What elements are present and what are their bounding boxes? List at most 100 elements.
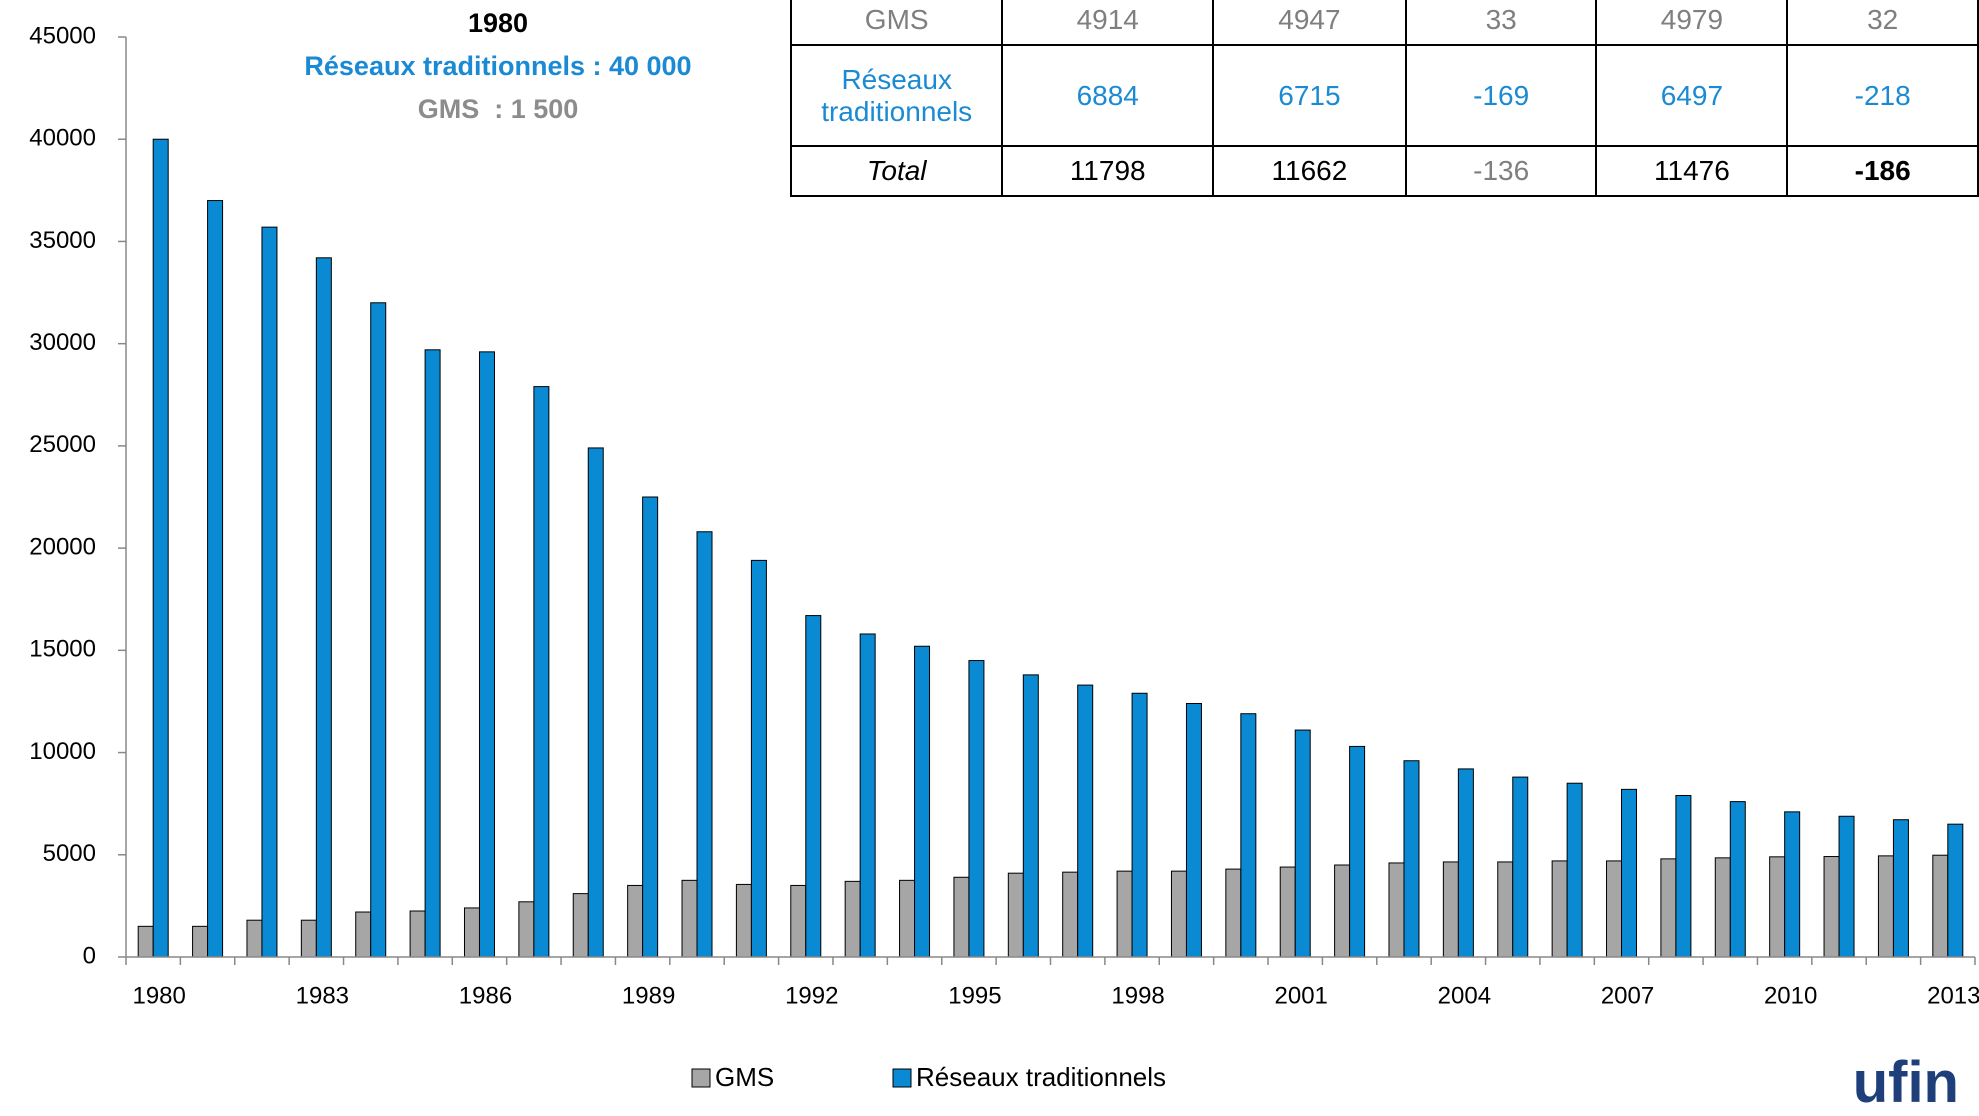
bar [1403,760,1420,958]
bar [355,911,372,958]
summary-table: GMS 4914 4947 33 4979 32 Réseaux traditionnel… [789,0,1979,197]
legend-swatch [892,1068,912,1088]
y-tick-label: 5000 [43,840,96,867]
bar [572,893,589,958]
bar [152,138,169,958]
cell: -169 [1404,44,1598,147]
cell: -218 [1786,44,1979,147]
bar [1294,729,1311,958]
cell: 4914 [1001,0,1215,46]
bar [953,876,970,958]
bar [409,910,426,958]
cell: Total [789,145,1004,197]
bar [1497,861,1514,958]
bar [1077,684,1094,958]
bar [805,615,822,958]
bar [1606,860,1623,958]
legend-label: Réseaux traditionnels [916,1062,1166,1092]
bar [1279,866,1296,958]
cell: 4947 [1212,0,1407,46]
bar [1170,870,1187,958]
bar [1621,788,1638,958]
cell: 11662 [1212,145,1407,197]
x-tick-label: 2004 [1438,982,1491,1009]
bar [463,907,480,958]
bar [844,880,861,958]
cell: 32 [1786,0,1979,46]
bar [261,226,278,958]
x-tick-label: 1986 [459,982,512,1009]
bar [968,660,985,958]
bar [1947,823,1964,958]
y-tick-label: 10000 [29,738,96,765]
x-tick-label: 1983 [296,982,349,1009]
x-tick-label: 2001 [1275,982,1328,1009]
bar [1769,856,1786,958]
bar [750,559,767,958]
legend-label: GMS [715,1062,774,1092]
bar [300,919,317,958]
x-tick-label: 1980 [132,982,185,1009]
bar [1022,674,1039,958]
bar [1225,868,1242,958]
bar [642,496,659,958]
x-tick-label: 2013 [1927,982,1979,1009]
cell: 6884 [1001,44,1215,147]
logo: ufin [1852,1050,1959,1115]
y-tick-label: 30000 [29,329,96,356]
x-tick-label: 1995 [948,982,1001,1009]
bar [1551,860,1568,958]
bar [1334,864,1351,958]
bar [1457,768,1474,958]
bar [1892,819,1909,958]
cell: 6715 [1212,44,1407,147]
bar [1512,776,1529,958]
cell: 4979 [1595,0,1789,46]
bar [1442,861,1459,958]
x-tick-label: 2010 [1764,982,1817,1009]
bar [1660,858,1677,958]
bar [1784,811,1801,958]
bar [137,925,154,958]
bar [1823,856,1840,958]
cell: 33 [1404,0,1598,46]
bar [1566,782,1583,958]
annotation: 1980 [468,8,528,38]
legend-swatch [691,1068,711,1088]
bar [424,349,441,958]
bar [696,531,713,958]
bar [246,919,263,958]
bar [207,200,224,958]
bar [1185,702,1202,958]
y-tick-label: 40000 [29,125,96,152]
cell: GMS [789,0,1004,46]
cell: -186 [1786,145,1979,197]
bar [192,925,209,958]
bar [681,879,698,958]
bar [790,884,807,958]
bar [859,633,876,958]
bar [1240,713,1257,958]
x-tick-label: 2007 [1601,982,1654,1009]
bar [1714,857,1731,958]
cell: -136 [1404,145,1598,197]
bar [627,884,644,958]
bar [1932,854,1949,958]
bar [1877,855,1894,958]
y-tick-label: 45000 [29,22,96,49]
bar [478,351,495,958]
cell: 11476 [1595,145,1789,197]
bar [899,879,916,958]
bar [1131,692,1148,958]
annotation: Réseaux traditionnels : 40 000 [304,51,691,81]
y-tick-label: 0 [83,942,96,969]
y-tick-label: 35000 [29,227,96,254]
y-tick-label: 20000 [29,533,96,560]
bar [1838,815,1855,958]
y-tick-label: 25000 [29,431,96,458]
bar [914,645,931,958]
cell: 6497 [1595,44,1789,147]
cell: Réseaux traditionnels [789,44,1004,147]
